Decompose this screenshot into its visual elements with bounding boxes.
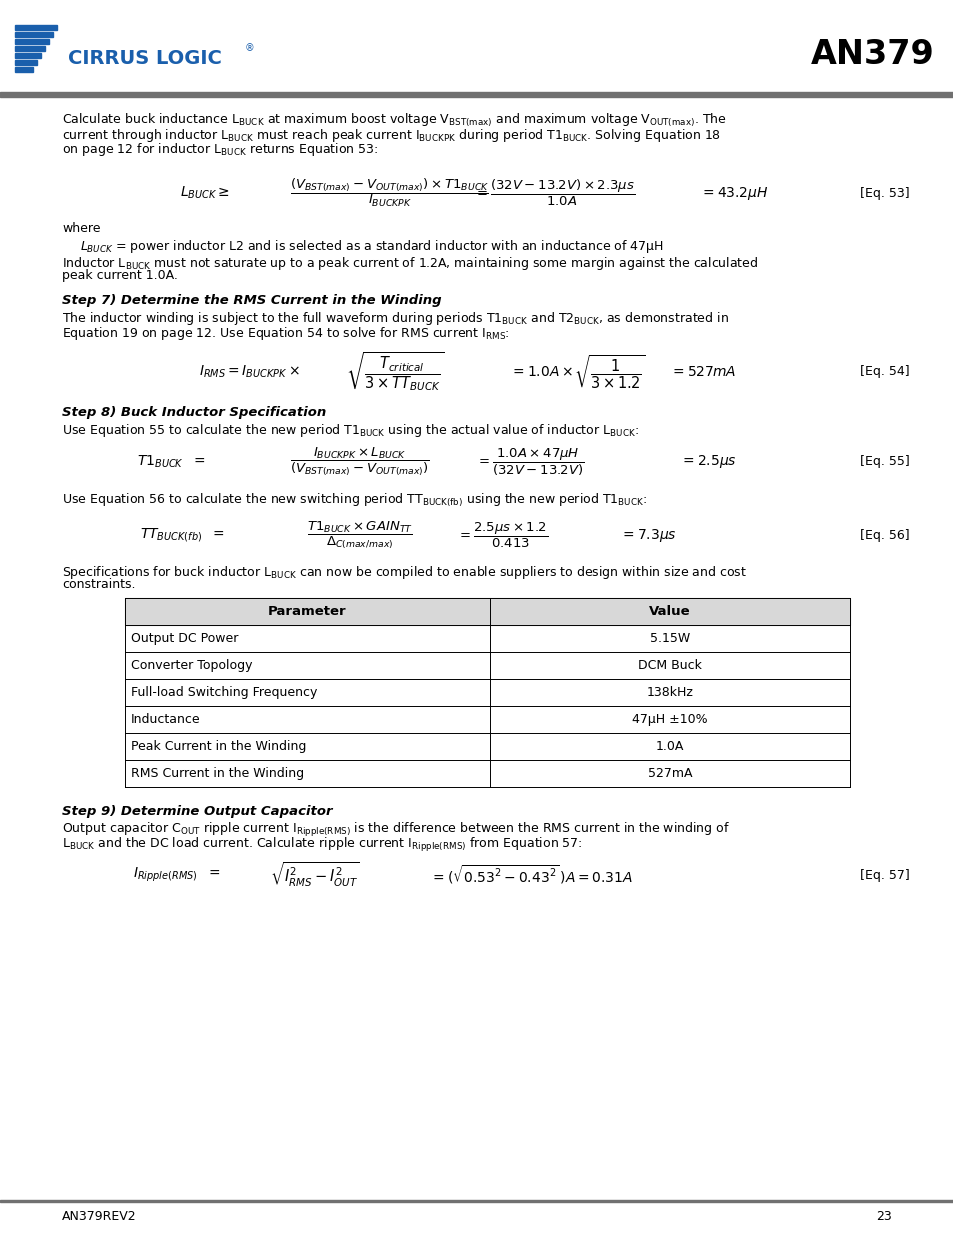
Text: 23: 23 — [876, 1210, 891, 1223]
Text: on page 12 for inductor L$_\mathregular{BUCK}$ returns Equation 53:: on page 12 for inductor L$_\mathregular{… — [62, 141, 378, 158]
Text: CIRRUS LOGIC: CIRRUS LOGIC — [68, 48, 222, 68]
Text: $= \dfrac{2.5\mu s\times 1.2}{0.413}$: $= \dfrac{2.5\mu s\times 1.2}{0.413}$ — [456, 520, 548, 550]
Text: where: where — [62, 222, 100, 235]
Text: constraints.: constraints. — [62, 578, 135, 592]
Text: 1.0A: 1.0A — [655, 740, 683, 753]
Text: Full-load Switching Frequency: Full-load Switching Frequency — [131, 685, 317, 699]
Text: The inductor winding is subject to the full waveform during periods T1$_\mathreg: The inductor winding is subject to the f… — [62, 310, 728, 327]
Text: $= \dfrac{(32V-13.2V)\times 2.3\mu s}{1.0A}$: $= \dfrac{(32V-13.2V)\times 2.3\mu s}{1.… — [474, 178, 635, 207]
Text: Value: Value — [648, 605, 690, 618]
Text: Equation 19 on page 12. Use Equation 54 to solve for RMS current I$_\mathregular: Equation 19 on page 12. Use Equation 54 … — [62, 325, 509, 342]
Bar — [15, 61, 37, 65]
Text: ®: ® — [245, 43, 254, 53]
Text: $\dfrac{I_{BUCKPK}\times L_{BUCK}}{(V_{BST(max)}-V_{OUT(max)})}$: $\dfrac{I_{BUCKPK}\times L_{BUCK}}{(V_{B… — [290, 446, 430, 478]
Bar — [15, 46, 45, 51]
Text: $\dfrac{(V_{BST(max)}-V_{OUT(max)})\times T1_{BUCK}}{I_{BUCKPK}}$: $\dfrac{(V_{BST(max)}-V_{OUT(max)})\time… — [290, 177, 489, 209]
Text: $I_{Ripple(RMS)}$  $=$: $I_{Ripple(RMS)}$ $=$ — [132, 866, 220, 884]
Text: $\sqrt{\dfrac{1}{3\times 1.2}}$: $\sqrt{\dfrac{1}{3\times 1.2}}$ — [574, 353, 645, 390]
Text: Inductance: Inductance — [131, 713, 200, 726]
Text: current through inductor L$_\mathregular{BUCK}$ must reach peak current I$_\math: current through inductor L$_\mathregular… — [62, 126, 720, 143]
Bar — [0, 91, 953, 98]
Text: Step 8) Buck Inductor Specification: Step 8) Buck Inductor Specification — [62, 406, 326, 419]
Text: $= 43.2\mu H$: $= 43.2\mu H$ — [700, 184, 767, 201]
Text: L$_\mathregular{BUCK}$ and the DC load current. Calculate ripple current I$_\mat: L$_\mathregular{BUCK}$ and the DC load c… — [62, 836, 581, 853]
Text: Peak Current in the Winding: Peak Current in the Winding — [131, 740, 306, 753]
Text: $\sqrt{\dfrac{T_{critical}}{3 \times TT_{BUCK}}}$: $\sqrt{\dfrac{T_{critical}}{3 \times TT_… — [346, 351, 443, 394]
Text: AN379: AN379 — [810, 38, 934, 72]
Text: 138kHz: 138kHz — [646, 685, 693, 699]
Bar — [0, 1200, 953, 1202]
Text: $I_{RMS}= I_{BUCKPK}\times$: $I_{RMS}= I_{BUCKPK}\times$ — [199, 364, 299, 380]
Text: [Eq. 54]: [Eq. 54] — [859, 366, 908, 378]
Bar — [125, 598, 849, 625]
Text: $= 7.3\mu s$: $= 7.3\mu s$ — [619, 526, 677, 543]
Text: $= (\sqrt{0.53^2 - 0.43^2}\,)A = 0.31A$: $= (\sqrt{0.53^2 - 0.43^2}\,)A = 0.31A$ — [430, 863, 633, 887]
Text: $\dfrac{T1_{BUCK}\times GAIN_{TT}}{\Delta_{C(max/max)}}$: $\dfrac{T1_{BUCK}\times GAIN_{TT}}{\Delt… — [307, 520, 413, 551]
Bar — [15, 25, 57, 30]
Text: Converter Topology: Converter Topology — [131, 659, 253, 672]
Text: Step 9) Determine Output Capacitor: Step 9) Determine Output Capacitor — [62, 805, 333, 818]
Text: Calculate buck inductance L$_\mathregular{BUCK}$ at maximum boost voltage V$_\ma: Calculate buck inductance L$_\mathregula… — [62, 112, 726, 130]
Bar — [15, 67, 33, 72]
Text: $\sqrt{I^{2}_{RMS} - I^{2}_{OUT}}$: $\sqrt{I^{2}_{RMS} - I^{2}_{OUT}}$ — [270, 861, 359, 889]
Text: peak current 1.0A.: peak current 1.0A. — [62, 269, 177, 283]
Text: Use Equation 56 to calculate the new switching period TT$_\mathregular{BUCK(fb)}: Use Equation 56 to calculate the new swi… — [62, 492, 646, 509]
Bar — [15, 40, 49, 44]
Text: Inductor L$_\mathregular{BUCK}$ must not saturate up to a peak current of 1.2A, : Inductor L$_\mathregular{BUCK}$ must not… — [62, 254, 758, 272]
Text: Step 7) Determine the RMS Current in the Winding: Step 7) Determine the RMS Current in the… — [62, 294, 441, 308]
Text: Parameter: Parameter — [268, 605, 347, 618]
Text: $= 527mA$: $= 527mA$ — [669, 366, 736, 379]
Text: $L_{BUCK}$ = power inductor L2 and is selected as a standard inductor with an in: $L_{BUCK}$ = power inductor L2 and is se… — [80, 238, 663, 254]
Text: AN379REV2: AN379REV2 — [62, 1210, 136, 1223]
Text: 527mA: 527mA — [647, 767, 692, 781]
Text: Output DC Power: Output DC Power — [131, 632, 238, 645]
Text: [Eq. 57]: [Eq. 57] — [859, 868, 909, 882]
Text: $= \dfrac{1.0A\times 47\mu H}{(32V-13.2V)}$: $= \dfrac{1.0A\times 47\mu H}{(32V-13.2V… — [476, 446, 583, 478]
Text: $L_{BUCK} \geq$: $L_{BUCK} \geq$ — [180, 185, 230, 201]
Text: [Eq. 53]: [Eq. 53] — [859, 186, 908, 200]
Bar — [15, 32, 53, 37]
Text: [Eq. 55]: [Eq. 55] — [859, 456, 909, 468]
Text: 47μH ±10%: 47μH ±10% — [632, 713, 707, 726]
Bar — [15, 53, 41, 58]
Text: Use Equation 55 to calculate the new period T1$_\mathregular{BUCK}$ using the ac: Use Equation 55 to calculate the new per… — [62, 422, 639, 438]
Text: Output capacitor C$_\mathregular{OUT}$ ripple current I$_\mathregular{Ripple(RMS: Output capacitor C$_\mathregular{OUT}$ r… — [62, 821, 729, 839]
Text: DCM Buck: DCM Buck — [638, 659, 701, 672]
Text: 5.15W: 5.15W — [649, 632, 689, 645]
Text: $TT_{BUCK(fb)}$  $=$: $TT_{BUCK(fb)}$ $=$ — [140, 526, 225, 543]
Text: [Eq. 56]: [Eq. 56] — [859, 529, 908, 541]
Text: Specifications for buck inductor L$_\mathregular{BUCK}$ can now be compiled to e: Specifications for buck inductor L$_\mat… — [62, 564, 746, 580]
Text: RMS Current in the Winding: RMS Current in the Winding — [131, 767, 304, 781]
Text: $= 1.0A\times$: $= 1.0A\times$ — [510, 366, 573, 379]
Text: $T1_{BUCK}$  $=$: $T1_{BUCK}$ $=$ — [136, 453, 205, 471]
Text: $= 2.5\mu s$: $= 2.5\mu s$ — [679, 453, 736, 471]
